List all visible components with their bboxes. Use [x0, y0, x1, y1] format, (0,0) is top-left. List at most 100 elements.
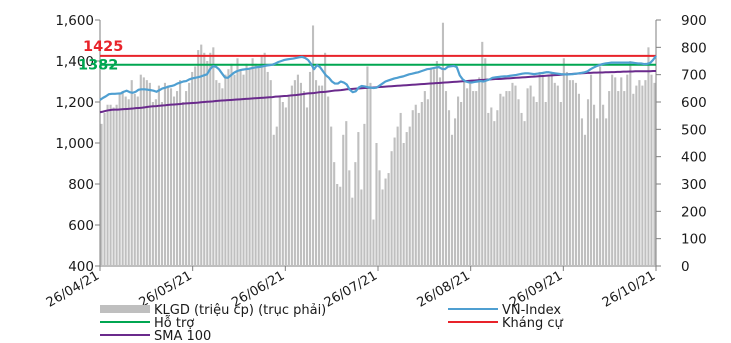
volume-bar [436, 61, 438, 266]
volume-bar [629, 61, 631, 266]
volume-bar [469, 83, 471, 266]
volume-bar [185, 91, 187, 266]
volume-bar [285, 107, 287, 266]
volume-bar [623, 91, 625, 266]
volume-bar [545, 102, 547, 266]
volume-bar [511, 83, 513, 266]
resistance-value-label: 1425 [83, 39, 123, 55]
volume-bar [182, 102, 184, 266]
volume-bar [336, 184, 338, 266]
volume-bar [330, 127, 332, 266]
volume-bar [484, 58, 486, 266]
volume-bar [212, 47, 214, 266]
volume-bar [194, 66, 196, 266]
left-tick-label: 800 [68, 177, 94, 193]
volume-bar [647, 47, 649, 266]
volume-bar [149, 83, 151, 266]
volume-bar [475, 91, 477, 266]
volume-bar [614, 77, 616, 266]
left-tick-label: 1,000 [55, 136, 94, 152]
volume-bar [167, 86, 169, 266]
right-tick-label: 800 [681, 40, 707, 56]
volume-bar [221, 88, 223, 266]
volume-bar [158, 86, 160, 266]
volume-bar [230, 64, 232, 266]
volume-bar [297, 75, 299, 266]
volume-bar [369, 83, 371, 266]
volume-bar [351, 198, 353, 266]
volume-bar [641, 86, 643, 266]
volume-bar [388, 173, 390, 266]
volume-bar [273, 135, 275, 266]
volume-bar [626, 75, 628, 266]
volume-bar [445, 91, 447, 266]
x-tick-label: 26/08/21 [415, 268, 473, 310]
volume-bar [261, 56, 263, 266]
volume-bar [481, 42, 483, 266]
volume-bar [134, 94, 136, 266]
right-tick-label: 700 [681, 68, 707, 84]
right-tick-label: 200 [681, 204, 707, 220]
volume-bar [463, 80, 465, 266]
volume-bar [161, 102, 163, 266]
volume-bar [333, 162, 335, 266]
volume-bar [406, 132, 408, 266]
support-value-label: 1382 [78, 58, 118, 74]
volume-bar [140, 75, 142, 266]
volume-bar [300, 83, 302, 266]
volume-bar [270, 80, 272, 266]
volume-bar [575, 83, 577, 266]
volume-bar [381, 189, 383, 266]
volume-bar [357, 132, 359, 266]
volume-bar [523, 121, 525, 266]
volume-bar [439, 77, 441, 266]
volume-bar [572, 80, 574, 266]
volume-bar [587, 99, 589, 266]
volume-bar [312, 25, 314, 266]
volume-bar [106, 105, 108, 266]
volume-bar [279, 97, 281, 266]
volume-bar [520, 113, 522, 266]
volume-bar [578, 94, 580, 266]
volume-bar [197, 50, 199, 266]
left-tick-label: 1,200 [55, 95, 94, 111]
volume-bar [315, 80, 317, 266]
volume-bar [457, 97, 459, 266]
volume-bar [170, 88, 172, 266]
volume-bar [584, 135, 586, 266]
volume-bar [421, 102, 423, 266]
volume-bar [227, 69, 229, 266]
volume-bar [599, 66, 601, 266]
volume-bar [252, 58, 254, 266]
volume-bar [635, 86, 637, 266]
volume-bar [143, 77, 145, 266]
x-axis-ticks: 26/04/21 26/05/21 26/06/21 26/07/21 26/08/21… [44, 266, 658, 311]
volume-bar [430, 69, 432, 266]
volume-bar [409, 127, 411, 266]
volume-bar [233, 75, 235, 266]
volume-bar [342, 135, 344, 266]
volume-bar [557, 86, 559, 266]
volume-bar [536, 102, 538, 266]
volume-bar [602, 105, 604, 266]
volume-bar [442, 23, 444, 266]
volume-bar [188, 83, 190, 266]
volume-bar [137, 97, 139, 266]
volume-bar [125, 97, 127, 266]
right-axis-ticks: 0 100 200 300 400 500 600 700 800 900 [656, 13, 707, 275]
volume-bar [348, 170, 350, 266]
volume-bar [560, 102, 562, 266]
volume-bar [533, 97, 535, 266]
volume-bar [653, 83, 655, 266]
volume-bar [258, 66, 260, 266]
volume-bar [176, 91, 178, 266]
volume-bar [209, 53, 211, 266]
volume-bar [327, 97, 329, 266]
volume-bar [360, 189, 362, 266]
volume-bar [566, 72, 568, 266]
x-tick-label: 26/10/21 [600, 268, 658, 310]
volume-bar [412, 110, 414, 266]
volume-bar [173, 97, 175, 266]
right-tick-label: 0 [681, 259, 690, 275]
right-tick-label: 100 [681, 232, 707, 248]
